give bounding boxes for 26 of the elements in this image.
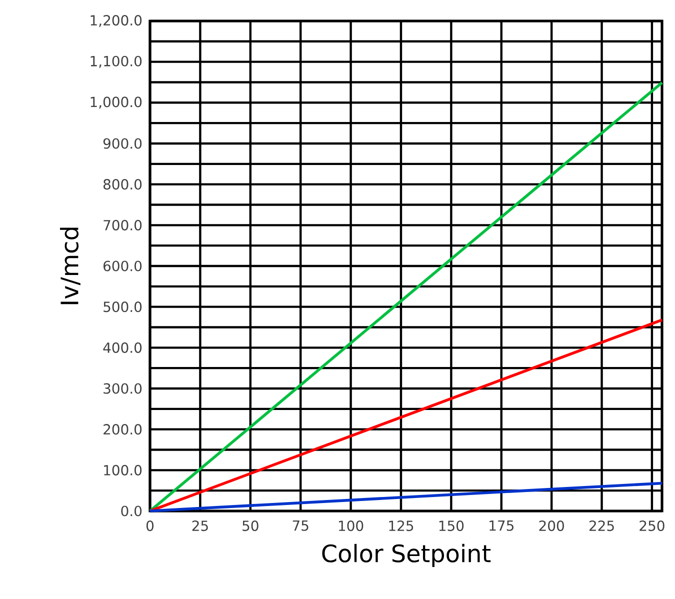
y-tick-label: 200.0 — [104, 424, 142, 435]
y-tick-label: 500.0 — [104, 302, 142, 312]
y-tick-label: 400.0 — [103, 342, 142, 353]
y-tick-label: 1,200.0 — [90, 15, 142, 27]
y-tick-label: 700.0 — [104, 220, 142, 230]
y-tick-label: 900.0 — [103, 138, 142, 149]
y-tick-label: 1,100.0 — [90, 56, 142, 68]
x-axis-title: Color Setpoint — [322, 544, 491, 568]
x-tick-label: 150 — [439, 520, 464, 532]
x-tick-label: 250 — [640, 520, 664, 532]
y-axis-title: Iv/mcd — [60, 228, 80, 304]
x-tick-label: 25 — [192, 520, 208, 532]
x-tick-label: 100 — [339, 520, 364, 532]
x-tick-label: 0 — [146, 520, 154, 532]
x-tick-label: 225 — [589, 520, 614, 532]
x-tick-label: 175 — [490, 520, 514, 531]
y-tick-label: 300.0 — [104, 383, 142, 394]
y-tick-label: 0.0 — [121, 506, 142, 516]
x-tick-label: 125 — [389, 520, 414, 532]
y-tick-label: 1,000.0 — [90, 96, 142, 109]
x-tick-label: 75 — [292, 520, 308, 531]
x-tick-label: 50 — [242, 520, 258, 532]
y-tick-label: 800.0 — [104, 179, 142, 190]
y-tick-label: 100.0 — [104, 464, 142, 476]
y-tick-label: 600.0 — [104, 260, 142, 272]
x-tick-label: 200 — [539, 520, 564, 532]
